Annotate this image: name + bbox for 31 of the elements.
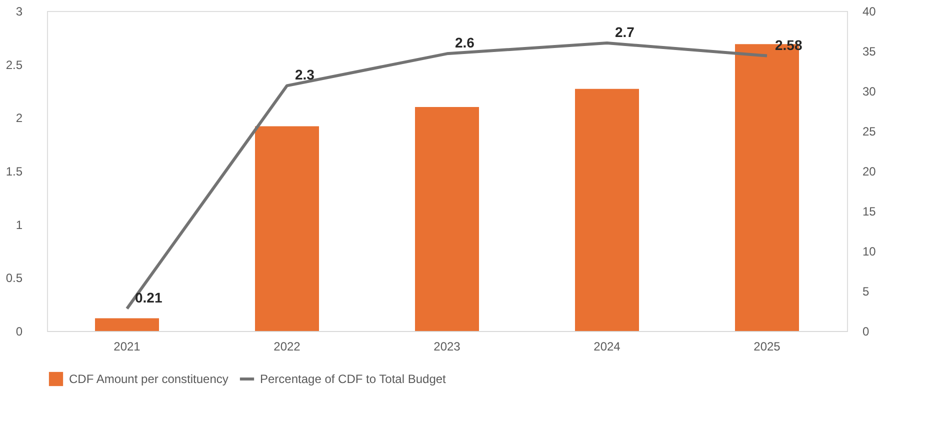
legend-label: CDF Amount per constituency [69, 372, 228, 386]
data-label: 2.7 [615, 24, 635, 40]
y-tick-label: 2.5 [6, 58, 23, 72]
y2-tick-label: 25 [862, 124, 876, 138]
y-tick-label: 0 [16, 324, 23, 338]
x-tick-label: 2025 [754, 340, 781, 354]
bar [415, 107, 479, 331]
data-label: 2.3 [295, 66, 315, 83]
y2-tick-label: 5 [862, 284, 870, 298]
x-tick-label: 2021 [114, 340, 141, 354]
y-tick-label: 3 [16, 4, 23, 18]
y2-tick-label: 35 [862, 44, 876, 58]
y2-tick-label: 20 [862, 164, 876, 178]
bar [575, 88, 639, 331]
legend-label: Percentage of CDF to Total Budget [260, 372, 447, 386]
data-label: 0.21 [135, 290, 162, 306]
y-tick-label: 2 [16, 111, 23, 126]
y-tick-label: 1.5 [6, 164, 23, 178]
y2-tick-label: 30 [862, 84, 876, 98]
bar [95, 318, 159, 331]
y-tick-label: 0.5 [6, 271, 23, 286]
data-label: 2.6 [455, 34, 475, 51]
y2-tick-label: 40 [862, 4, 876, 18]
bar [255, 126, 319, 331]
x-tick-label: 2022 [274, 340, 301, 354]
y-tick-label: 1 [16, 218, 23, 232]
y2-tick-label: 0 [862, 324, 870, 338]
x-tick-label: 2023 [434, 340, 461, 354]
y2-tick-label: 15 [862, 204, 876, 218]
x-tick-label: 2024 [594, 340, 621, 354]
y2-tick-label: 10 [862, 244, 876, 258]
